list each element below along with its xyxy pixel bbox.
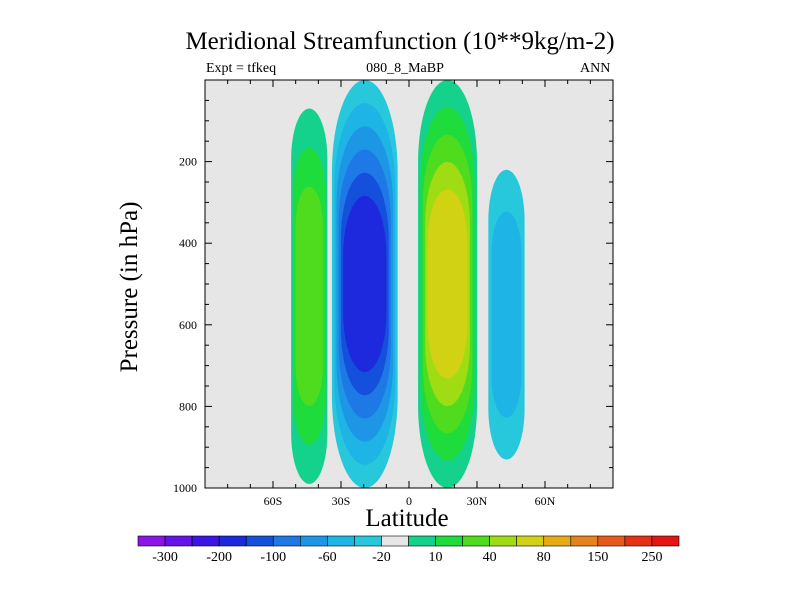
colorbar-box	[299, 535, 328, 547]
colorbar-box	[327, 535, 355, 547]
colorbar: -300 -200 -100 -60 -20 10 40 80 150 250	[137, 535, 680, 565]
y-tick-label: 800	[179, 399, 197, 413]
colorbar-box	[408, 535, 436, 547]
y-axis-ticks: 200 400 600 800 1000	[173, 99, 613, 495]
colorbar-box	[381, 535, 409, 547]
x-tick-label: 60S	[264, 494, 283, 508]
colorbar-box	[462, 535, 490, 547]
colorbar-label: -100	[260, 550, 286, 565]
colorbar-box	[516, 535, 545, 547]
colorbar-box	[137, 535, 166, 547]
colorbar-label: -20	[372, 550, 391, 565]
colorbar-box	[164, 535, 193, 547]
x-axis-label: Latitude	[365, 505, 449, 532]
y-tick-label: 400	[179, 236, 197, 250]
colorbar-label: 10	[429, 550, 443, 565]
colorbar-label: 250	[641, 550, 662, 565]
northern-ferrel-cell-band-1	[491, 211, 522, 418]
y-tick-label: 1000	[173, 481, 197, 495]
southern-hadley-cell-band-5	[343, 195, 387, 373]
colorbar-box	[245, 535, 274, 547]
colorbar-label: 40	[483, 550, 497, 565]
colorbar-box	[218, 535, 247, 547]
colorbar-label: -300	[152, 550, 178, 565]
y-tick-label: 200	[179, 155, 197, 169]
experiment-label: Expt = tfkeq	[206, 61, 277, 76]
colorbar-label: 150	[587, 550, 608, 565]
southern-polar-cell-band-2	[295, 186, 323, 406]
x-tick-label: 30S	[332, 494, 351, 508]
northern-hadley-cell-band-4	[427, 189, 468, 379]
colorbar-box	[354, 535, 382, 547]
contour-field	[291, 80, 525, 488]
colorbar-label: -200	[206, 550, 232, 565]
chart-title: Meridional Streamfunction (10**9kg/m-2)	[185, 28, 615, 55]
colorbar-box	[435, 535, 463, 547]
season-label: ANN	[580, 61, 611, 76]
case-label: 080_8_MaBP	[366, 61, 444, 76]
colorbar-box	[272, 535, 301, 547]
x-tick-label: 60N	[535, 494, 556, 508]
colorbar-box	[191, 535, 220, 547]
x-tick-label: 0	[406, 494, 412, 508]
y-tick-label: 600	[179, 318, 197, 332]
colorbar-box	[624, 535, 653, 547]
plot-background	[205, 80, 613, 488]
colorbar-label: -60	[318, 550, 337, 565]
colorbar-box	[651, 535, 680, 547]
x-tick-label: 30N	[467, 494, 488, 508]
colorbar-box	[543, 535, 572, 547]
colorbar-box	[489, 535, 517, 547]
colorbar-label: 80	[537, 550, 551, 565]
colorbar-box	[570, 535, 599, 547]
colorbar-box	[597, 535, 626, 547]
x-axis-ticks: 60S 30S 0 30N 60N	[227, 80, 591, 508]
